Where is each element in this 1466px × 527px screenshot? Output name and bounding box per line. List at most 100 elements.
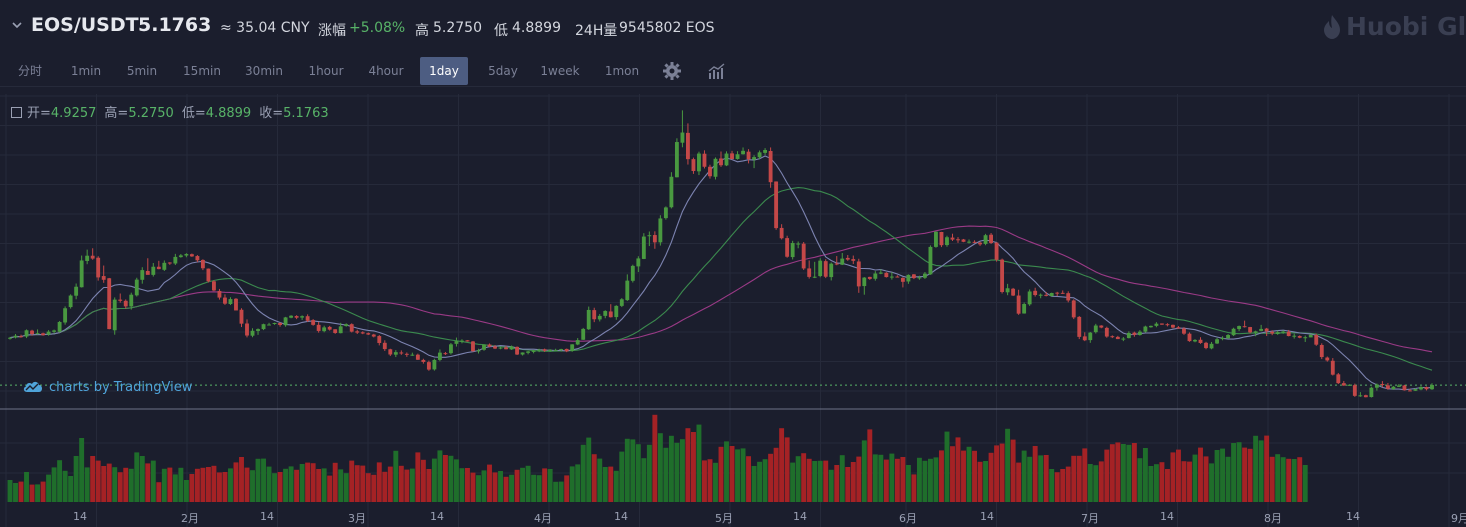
candle-body — [1226, 335, 1230, 339]
volume-bar — [387, 466, 393, 502]
candle-body — [30, 330, 34, 335]
candle-body — [994, 242, 999, 260]
volume-bar — [702, 460, 707, 502]
candle-body — [1044, 294, 1049, 296]
candle-body — [597, 315, 602, 320]
expand-legend-icon[interactable] — [11, 107, 22, 118]
volume-bar — [106, 463, 112, 502]
volume-bar — [62, 470, 68, 502]
volume-bar — [690, 432, 696, 502]
volume-bar — [806, 458, 812, 502]
volume-bar — [696, 424, 702, 502]
x-tick-label: 14 — [980, 510, 994, 523]
candle-body — [752, 157, 756, 160]
volume-bar — [751, 466, 757, 502]
candle-body — [101, 276, 106, 280]
interval-1hour[interactable]: 1hour — [308, 64, 344, 78]
x-tick-label: 14 — [1160, 510, 1174, 523]
candle-body — [1242, 326, 1247, 328]
volume-bar — [784, 437, 790, 502]
candle-body — [278, 322, 282, 326]
volume-bar — [95, 460, 101, 502]
interval-1week[interactable]: 1week — [540, 64, 580, 78]
interval-4hour[interactable]: 4hour — [368, 64, 404, 78]
candle-body — [234, 298, 238, 311]
candle-body — [1099, 325, 1104, 328]
volume-bar — [911, 474, 917, 502]
pair-symbol[interactable]: EOS/USDT — [31, 14, 139, 36]
volume-bar — [283, 468, 289, 502]
candlestick-chart[interactable] — [0, 94, 1466, 527]
x-tick-label: 7月 — [1081, 512, 1099, 525]
tradingview-attribution[interactable]: charts by TradingView — [22, 380, 192, 395]
volume-bar — [299, 464, 305, 502]
volume-bar — [161, 468, 167, 502]
candle-body — [697, 153, 701, 172]
candle-body — [24, 330, 29, 337]
volume-bar — [608, 466, 614, 502]
volume-bar — [1181, 461, 1187, 502]
volume-bar — [994, 445, 1000, 502]
interval-15min[interactable]: 15min — [183, 64, 221, 78]
volume-bar — [1071, 455, 1077, 502]
volume-bar — [426, 469, 432, 502]
candle-body — [443, 353, 448, 355]
candle-body — [570, 344, 575, 351]
candle-body — [449, 344, 453, 354]
volume-bar — [1225, 456, 1231, 502]
volume-bar — [525, 465, 531, 502]
candle-body — [68, 295, 73, 308]
volume-bar — [244, 467, 250, 502]
volume-bar — [580, 444, 586, 502]
candle-body — [608, 311, 613, 318]
candle-body — [90, 255, 95, 259]
candle-body — [1165, 324, 1170, 326]
volume-bar — [233, 462, 239, 502]
candle-body — [586, 309, 591, 330]
candle-body — [167, 262, 172, 264]
chart-area[interactable] — [0, 94, 1466, 527]
volume-bar — [1297, 457, 1303, 502]
interval-1min[interactable]: 1min — [70, 64, 102, 78]
candle-body — [228, 299, 233, 305]
volume-bar — [222, 472, 228, 502]
candle-body — [305, 316, 310, 321]
volume-bar — [437, 450, 443, 502]
candle-body — [812, 276, 817, 278]
interval-1mon[interactable]: 1mon — [604, 64, 640, 78]
candle-body — [349, 324, 354, 332]
candle-body — [1093, 325, 1098, 333]
candle-body — [845, 257, 850, 260]
candle-body — [1419, 387, 1423, 390]
interval-5day[interactable]: 5day — [488, 64, 518, 78]
candle-body — [889, 276, 894, 278]
volume-bar — [189, 474, 195, 502]
candle-body — [1005, 288, 1010, 293]
candle-body — [928, 246, 933, 275]
interval-分时[interactable]: 分时 — [17, 64, 42, 78]
candle-body — [1027, 291, 1032, 305]
volume-bar — [657, 433, 663, 502]
candle-body — [112, 299, 117, 331]
volume-bar — [1192, 454, 1198, 502]
tradingview-text: charts by TradingView — [49, 380, 193, 395]
candle-body — [1270, 331, 1275, 334]
volume-bar — [1065, 466, 1071, 502]
volume-bar — [735, 449, 740, 502]
interval-1day[interactable]: 1day — [420, 57, 468, 85]
candle-body — [1363, 395, 1368, 398]
candle-body — [1049, 292, 1054, 297]
candle-body — [619, 299, 624, 306]
interval-30min[interactable]: 30min — [245, 64, 283, 78]
candle-body — [239, 309, 244, 324]
volume-bar — [205, 467, 211, 502]
chevron-down-icon[interactable] — [10, 18, 24, 32]
interval-5min[interactable]: 5min — [126, 64, 158, 78]
bar-chart-icon[interactable] — [707, 61, 727, 81]
candle-body — [526, 351, 531, 353]
gear-icon[interactable] — [662, 61, 682, 81]
candle-body — [592, 310, 597, 320]
candle-body — [300, 316, 305, 318]
candle-body — [939, 231, 944, 246]
candle-body — [1259, 328, 1264, 331]
